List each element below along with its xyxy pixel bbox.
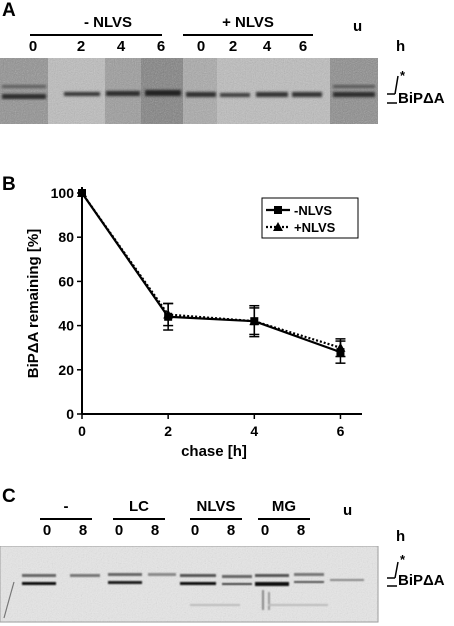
panel-a-band-star: * [400, 68, 406, 83]
panel-c-lane-label: 0 [42, 522, 52, 539]
panel-c-group-underline [40, 518, 92, 520]
panel-c-lane-label: 0 [114, 522, 124, 539]
panel-c-group-underline [190, 518, 242, 520]
panel-a-lane-label: 4 [116, 38, 126, 55]
panel-a-lane-label: 6 [298, 38, 308, 55]
x-axis-label: chase [h] [181, 443, 247, 460]
panel-a-lane-label: 6 [156, 38, 166, 55]
panel-a-lane-label: 2 [228, 38, 238, 55]
panel-c-group-nlvs: NLVS [196, 498, 236, 515]
data-point [335, 342, 346, 352]
panel-b-letter: B [2, 174, 16, 195]
panel-c-lane-label: 8 [296, 522, 306, 539]
panel-a-group-minus-nlvs: - NLVS [83, 14, 133, 31]
panel-a-group-plus-nlvs: + NLVS [222, 14, 274, 31]
panel-a-band-marker [387, 75, 399, 104]
panel-c-letter: C [2, 486, 16, 507]
panel-a-lane-label: 0 [28, 38, 38, 55]
panel-a-letter: A [2, 0, 16, 21]
panel-a-unit-h: h [396, 38, 406, 55]
panel-c-lane-label: 8 [150, 522, 160, 539]
y-tick-label: 20 [58, 362, 74, 378]
panel-c-lane-label: 0 [190, 522, 200, 539]
series-line [81, 192, 341, 354]
panel-c-group-mg: MG [271, 498, 297, 515]
x-tick-label: 6 [337, 423, 345, 439]
panel-a-gel-image [0, 58, 378, 124]
y-tick-label: 0 [66, 406, 74, 422]
panel-b-line-chart: 0 20 40 60 80 100 0 2 4 6 chase [h] BiPΔA remaining… [25, 185, 362, 460]
legend-marker [273, 222, 283, 231]
data-point [163, 309, 174, 319]
data-point [249, 316, 260, 326]
panel-c-group-control: - [63, 498, 69, 515]
x-tick-label: 4 [250, 423, 258, 439]
panel-c-gel-image [0, 546, 379, 623]
x-tick-label: 0 [78, 423, 86, 439]
series-line [81, 192, 341, 349]
panel-a-lane-label: 2 [76, 38, 86, 55]
panel-c-group-lc: LC [129, 498, 149, 515]
panel-a-lane-label: 0 [196, 38, 206, 55]
panel-c-group-underline [113, 518, 165, 520]
data-point [77, 188, 87, 197]
y-tick-label: 60 [58, 273, 74, 289]
y-tick-label: 40 [58, 318, 74, 334]
panel-c-band-marker [387, 561, 399, 587]
panel-c-band-label: BiPΔA [398, 572, 445, 589]
y-tick-label: 100 [51, 185, 75, 201]
panel-a-band-label: BiPΔA [398, 90, 445, 107]
legend-label: -NLVS [294, 203, 332, 218]
panel-c-lane-label: 0 [260, 522, 270, 539]
legend-label: +NLVS [294, 220, 336, 235]
legend-marker [274, 206, 282, 214]
x-tick-label: 2 [164, 423, 172, 439]
panel-c-band-star: * [400, 552, 406, 567]
legend-box [261, 197, 359, 239]
panel-a-group-minus-underline [30, 34, 162, 36]
panel-c-lane-label: 8 [78, 522, 88, 539]
y-axis-label: BiPΔA remaining [%] [25, 229, 42, 378]
y-tick-label: 80 [58, 229, 74, 245]
panel-a-lane-u: u [353, 18, 363, 35]
panel-c-lane-u: u [343, 502, 353, 519]
panel-c-unit-h: h [396, 528, 406, 545]
panel-c-lane-label: 8 [226, 522, 236, 539]
panel-a-lane-label: 4 [262, 38, 272, 55]
panel-a-group-plus-underline [183, 34, 313, 36]
panel-c-group-underline [258, 518, 310, 520]
